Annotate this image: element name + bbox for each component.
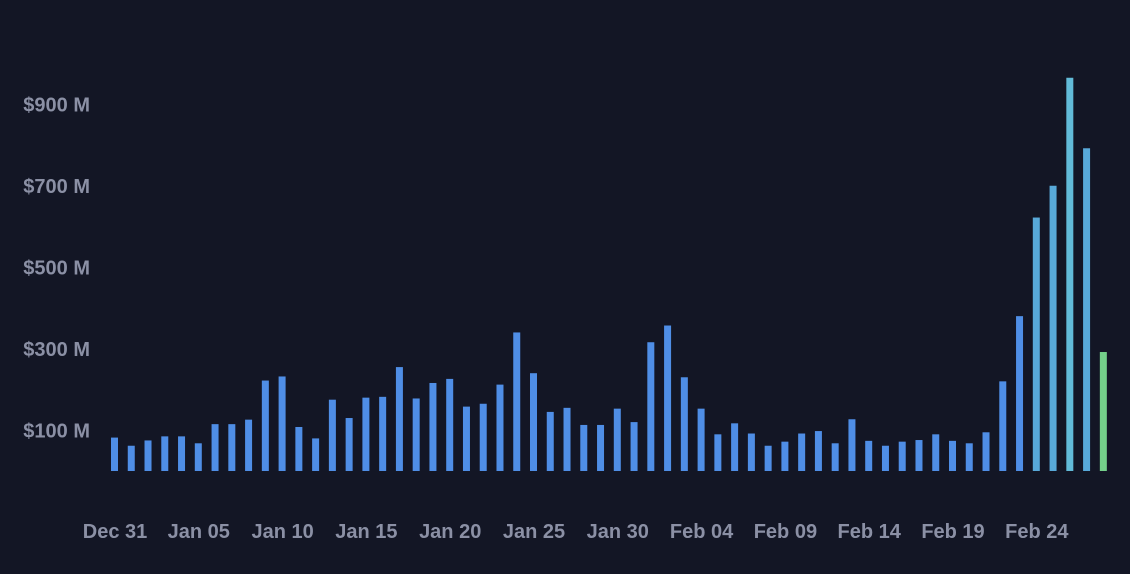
bar[interactable]: Jan 05: 68 <box>194 443 202 471</box>
bar[interactable]: Jan 06: 115 <box>211 424 219 471</box>
bar[interactable]: Jan 25: 240 <box>530 373 537 471</box>
bar-series: Dec 31: 82 Jan 01: 62 Jan 02: 75 Jan 03: 85… <box>111 77 1107 471</box>
bar[interactable]: Feb 01: 316 <box>647 342 655 471</box>
bar[interactable]: Feb 15: 62 <box>881 445 889 471</box>
y-axis: $100 M $300 M $500 M $700 M $900 M <box>23 94 90 442</box>
bar[interactable]: Jan 03: 85 <box>161 436 169 471</box>
bar[interactable]: Jan 04: 85 <box>178 436 186 471</box>
bar[interactable]: Jan 02: 75 <box>144 440 152 471</box>
bar[interactable]: Jan 09: 222 <box>261 380 269 471</box>
bar[interactable]: Feb 14: 74 <box>865 440 873 471</box>
bar[interactable]: Feb 20: 68 <box>965 443 973 471</box>
y-tick-label: $900 M <box>23 94 90 116</box>
bar[interactable]: Jan 10: 232 <box>278 376 286 471</box>
y-tick-label: $100 M <box>23 420 90 442</box>
bar[interactable]: Jan 14: 130 <box>345 418 353 471</box>
bar[interactable]: Feb 13: 127 <box>848 419 856 471</box>
bar[interactable]: Feb 08: 62 <box>764 445 772 471</box>
y-tick-label: $300 M <box>23 339 90 361</box>
x-tick-label: Feb 04 <box>670 521 734 543</box>
bar[interactable]: Feb 25: 700 <box>1049 185 1057 471</box>
bar[interactable]: Jan 01: 62 <box>127 445 135 471</box>
bar[interactable]: Jan 16: 182 <box>379 396 387 471</box>
bar[interactable]: Jan 26: 145 <box>546 411 554 471</box>
x-tick-label: Jan 15 <box>335 521 397 543</box>
bar[interactable]: Jan 27: 155 <box>563 407 571 471</box>
bar[interactable]: Feb 02: 357 <box>664 325 672 471</box>
x-tick-label: Feb 19 <box>921 521 984 543</box>
bar[interactable]: Feb 05: 90 <box>714 434 722 471</box>
x-tick-label: Feb 14 <box>838 521 902 543</box>
bar[interactable]: Jan 15: 180 <box>362 397 370 471</box>
bar[interactable]: Feb 11: 98 <box>814 431 822 471</box>
x-tick-label: Jan 05 <box>168 521 230 543</box>
bar[interactable]: Jan 24: 340 <box>513 332 521 471</box>
bar[interactable]: Jan 13: 175 <box>328 399 336 471</box>
bar[interactable]: Jan 17: 255 <box>395 367 403 471</box>
bar[interactable]: Feb 12: 68 <box>831 443 839 471</box>
x-tick-label: Jan 10 <box>251 521 313 543</box>
bar[interactable]: Jan 28: 113 <box>580 424 588 471</box>
bar[interactable]: Feb 24: 622 <box>1032 217 1040 471</box>
x-tick-label: Feb 09 <box>754 521 817 543</box>
bar[interactable]: Feb 21: 95 <box>982 432 990 471</box>
x-tick-label: Feb 24 <box>1005 521 1069 543</box>
y-tick-label: $500 M <box>23 257 90 279</box>
bar[interactable]: Jan 21: 158 <box>462 406 470 471</box>
bar[interactable]: Feb 23: 380 <box>1016 316 1024 471</box>
bar[interactable]: Feb 18: 90 <box>932 434 940 471</box>
x-axis: Dec 31 Jan 05 Jan 10 Jan 15 Jan 20 Jan 25 Jan … <box>83 521 1070 543</box>
bar[interactable]: Dec 31: 82 <box>111 437 118 471</box>
bar[interactable]: Feb 03: 230 <box>680 377 688 471</box>
bar[interactable]: Feb 10: 92 <box>798 433 806 471</box>
x-tick-label: Dec 31 <box>83 521 148 543</box>
bar[interactable]: Feb 09: 72 <box>781 441 789 471</box>
bar[interactable]: Feb 27: 792 <box>1083 148 1091 471</box>
bar[interactable]: Feb 22: 220 <box>999 381 1007 471</box>
bar[interactable]: Jan 12: 80 <box>312 438 320 471</box>
x-tick-label: Jan 20 <box>419 521 481 543</box>
bar[interactable]: Feb 26: 965 <box>1066 77 1074 471</box>
bar[interactable]: Jan 29: 113 <box>597 424 605 471</box>
bar[interactable]: Jan 08: 126 <box>245 419 253 471</box>
bar[interactable]: Jan 19: 216 <box>429 382 437 471</box>
bar[interactable]: Jan 07: 115 <box>228 424 236 471</box>
bar[interactable]: Feb 07: 92 <box>747 433 755 471</box>
bar[interactable]: Jan 20: 226 <box>446 378 454 471</box>
bar[interactable]: Feb 04: 153 <box>697 408 705 471</box>
bar[interactable]: Jan 30: 153 <box>613 408 621 471</box>
bar[interactable]: Jan 18: 178 <box>412 398 420 471</box>
bar[interactable]: Jan 23: 212 <box>496 384 504 471</box>
bar[interactable]: Feb 16: 72 <box>898 441 906 471</box>
y-tick-label: $700 M <box>23 176 90 198</box>
x-tick-label: Jan 25 <box>503 521 565 543</box>
bar[interactable]: Jan 11: 108 <box>295 426 303 471</box>
bar[interactable]: Feb 19: 74 <box>949 440 956 471</box>
bar[interactable]: Feb 17: 76 <box>915 440 923 471</box>
bar[interactable]: Feb 06: 117 <box>731 423 739 471</box>
bar[interactable]: Jan 31: 120 <box>630 422 638 471</box>
bar[interactable]: Feb 28: 292 <box>1099 352 1107 471</box>
bar[interactable]: Jan 22: 165 <box>479 403 487 471</box>
x-tick-label: Jan 30 <box>587 521 649 543</box>
